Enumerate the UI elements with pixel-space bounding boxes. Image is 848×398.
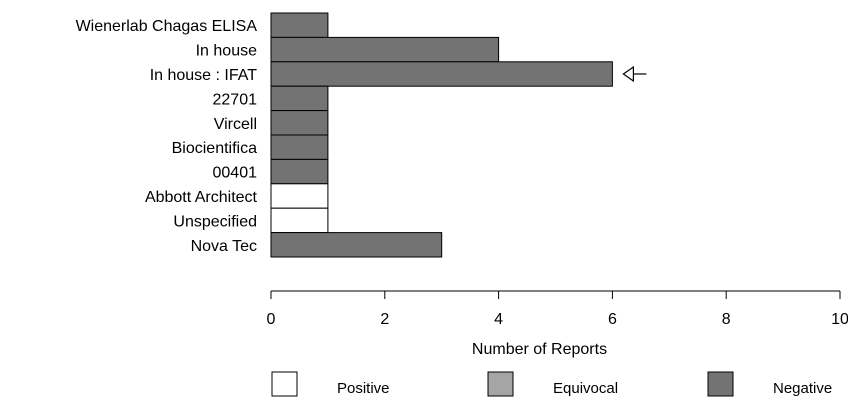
category-label-22701: 22701	[213, 91, 258, 108]
legend-swatch-equivocal	[487, 371, 514, 397]
category-label-wienerlab-chagas-elisa: Wienerlab Chagas ELISA	[76, 18, 258, 35]
category-label-abbott-architect: Abbott Architect	[145, 189, 258, 206]
legend: Positive Equivocal Negative	[271, 371, 832, 397]
category-label-vircell: Vircell	[214, 116, 257, 133]
x-axis: 0 2 4 6 8 10	[267, 290, 848, 328]
x-tick-label-0: 0	[267, 311, 276, 328]
legend-label-equivocal: Equivocal	[553, 380, 618, 397]
x-tick-label-6: 6	[608, 311, 617, 328]
category-label-00401: 00401	[213, 165, 258, 182]
x-tick-label-2: 2	[380, 311, 389, 328]
bar-in-house-ifat-negative	[270, 61, 613, 87]
legend-swatch-negative	[707, 371, 734, 397]
x-tick-label-8: 8	[722, 311, 731, 328]
category-label-nova-tec: Nova Tec	[191, 238, 257, 255]
bar-biocientifica-negative	[270, 134, 329, 160]
highlight-marker	[622, 65, 647, 83]
bar-unspecified-positive	[270, 207, 329, 234]
highlight-arrow-head	[622, 65, 634, 83]
bar-wienerlab-chagas-elisa-negative	[270, 12, 329, 38]
category-label-unspecified: Unspecified	[173, 213, 257, 230]
category-labels: Wienerlab Chagas ELISA In house In house :…	[76, 18, 258, 255]
x-tick-label-10: 10	[831, 311, 848, 328]
legend-label-positive: Positive	[337, 380, 390, 397]
legend-swatch-positive	[271, 371, 298, 397]
category-label-in-house-ifat: In house : IFAT	[150, 67, 258, 84]
category-label-in-house: In house	[196, 43, 257, 60]
bar-vircell-negative	[270, 110, 329, 136]
bar-abbott-architect-positive	[270, 183, 329, 209]
bar-22701-negative	[270, 85, 329, 112]
category-label-biocientifica: Biocientifica	[172, 140, 257, 157]
bar-in-house-negative	[270, 36, 500, 63]
bars	[270, 12, 613, 258]
x-tick-label-4: 4	[494, 311, 503, 328]
x-axis-title: Number of Reports	[472, 341, 607, 358]
legend-label-negative: Negative	[773, 380, 832, 397]
bar-00401-negative	[270, 158, 329, 185]
bar-nova-tec-negative	[270, 232, 443, 258]
